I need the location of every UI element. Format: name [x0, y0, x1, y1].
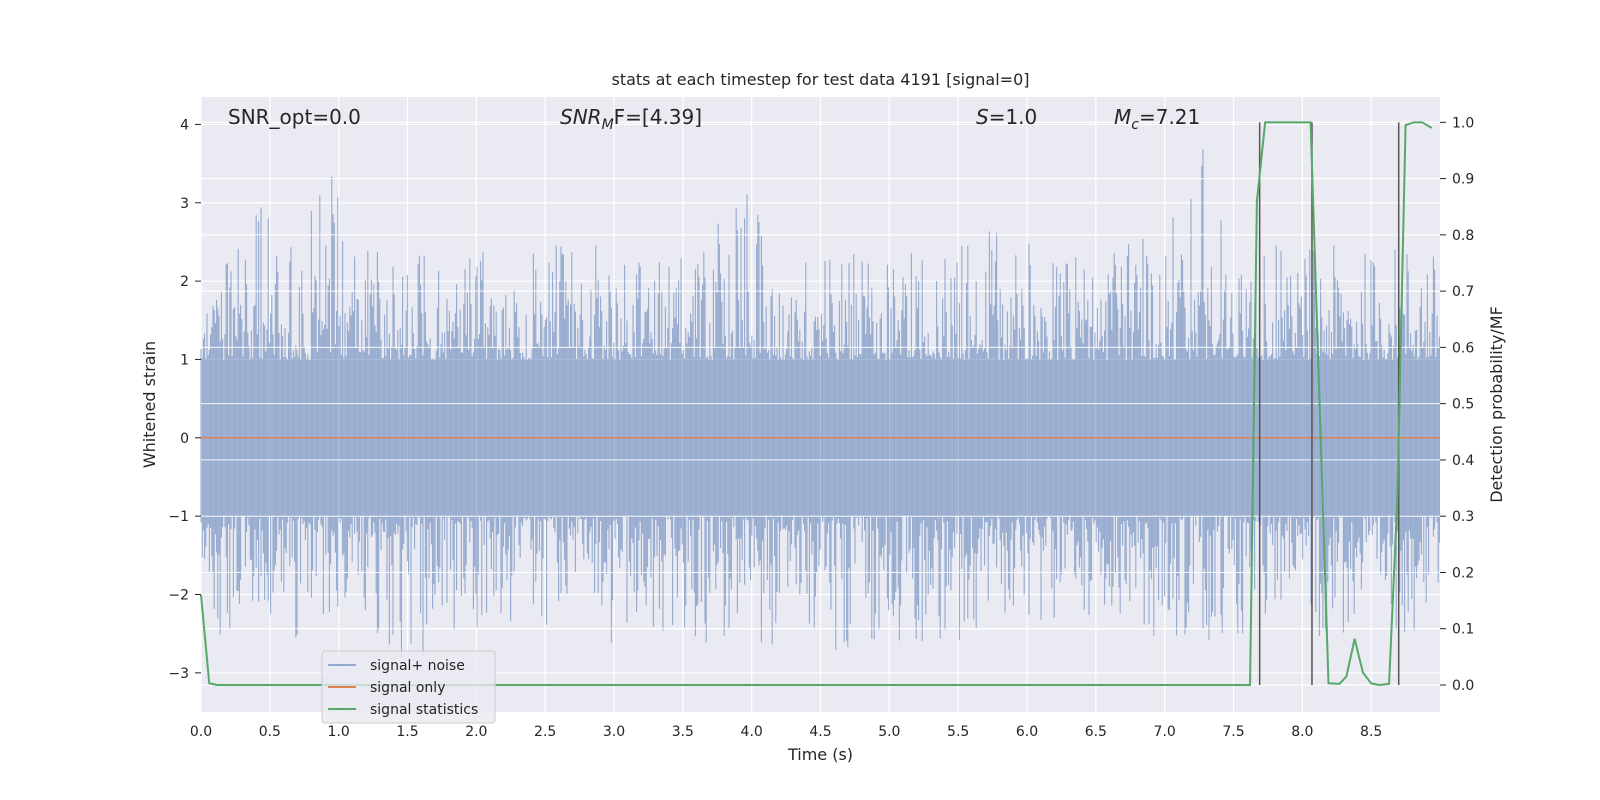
legend-box	[321, 650, 496, 724]
x-tick-label: 0.0	[190, 724, 212, 740]
y2-tick-label: 0.2	[1452, 565, 1474, 581]
y-tick-label: 0	[180, 431, 189, 447]
x-axis-label: Time (s)	[787, 745, 853, 764]
chart-title: stats at each timestep for test data 419…	[611, 70, 1029, 89]
y-tick-label: −2	[168, 587, 189, 603]
y-axis-label: Whitened strain	[140, 341, 159, 468]
legend: signal+ noise signal only signal statist…	[321, 650, 496, 724]
legend-label-signal-only: signal only	[370, 680, 445, 696]
x-tick-label: 5.5	[947, 724, 969, 740]
x-tick-label: 7.5	[1222, 724, 1244, 740]
y2-tick-label: 0.9	[1452, 172, 1474, 188]
s-main: S	[976, 105, 989, 129]
x-tick-label: 1.0	[328, 724, 350, 740]
y2-tick-label: 0.5	[1452, 397, 1474, 413]
y-tick-label: 1	[180, 352, 189, 368]
x-tick-label: 7.0	[1154, 724, 1176, 740]
mc-main: M	[1114, 105, 1131, 129]
y2-tick-label: 1.0	[1452, 115, 1474, 131]
legend-label-signal-noise: signal+ noise	[370, 658, 465, 674]
y-tick-label: 4	[180, 117, 189, 133]
x-tick-label: 4.5	[809, 724, 831, 740]
annotation-snr-mf: SNRMF=[4.39]	[560, 105, 702, 133]
mc-rest: =7.21	[1139, 105, 1200, 129]
x-tick-label: 6.5	[1085, 724, 1107, 740]
x-tick-label: 8.0	[1291, 724, 1313, 740]
x-tick-label: 2.0	[465, 724, 487, 740]
y2-tick-label: 0.7	[1452, 284, 1474, 300]
noise-series	[200, 149, 1440, 658]
x-tick-label: 6.0	[1016, 724, 1038, 740]
y2-tick-label: 0.1	[1452, 622, 1474, 638]
legend-label-signal-statistics: signal statistics	[370, 702, 478, 718]
y2-tick-label: 0.6	[1452, 340, 1474, 356]
x-tick-label: 2.5	[534, 724, 556, 740]
series-lines	[200, 121, 1440, 687]
x-tick-label: 5.0	[878, 724, 900, 740]
x-tick-label: 3.0	[603, 724, 625, 740]
x-tick-label: 3.5	[672, 724, 694, 740]
annotation-mc: Mc=7.21	[1114, 105, 1200, 133]
s-rest: =1.0	[989, 105, 1038, 129]
snr-mf-sub: M	[602, 117, 614, 133]
signal-statistics-line	[200, 121, 1433, 687]
y2-tick-label: 0.8	[1452, 228, 1474, 244]
y-tick-label: 3	[180, 196, 189, 212]
snr-mf-main: SNR	[560, 105, 602, 129]
tick-labels: 0.0 0.5 1.0 1.5 2.0 2.5 3.0 3.5 4.0 4.5 5.0 5.5 6.0 6…	[168, 115, 1474, 740]
x-tick-label: 8.5	[1360, 724, 1382, 740]
y2-tick-label: 0.3	[1452, 509, 1474, 525]
y-tick-label: −1	[168, 509, 189, 525]
y2-tick-label: 0.4	[1452, 453, 1474, 469]
y-tick-label: 2	[180, 274, 189, 290]
annotation-snr-opt: SNR_opt=0.0	[228, 105, 361, 129]
y2-axis-label: Detection probability/MF	[1487, 306, 1506, 503]
x-tick-label: 1.5	[396, 724, 418, 740]
snr-mf-rest: F=[4.39]	[614, 105, 702, 129]
y-tick-label: −3	[168, 666, 189, 682]
x-tick-label: 0.5	[259, 724, 281, 740]
x-tick-label: 4.0	[741, 724, 763, 740]
y2-tick-label: 0.0	[1452, 678, 1474, 694]
mc-sub: c	[1131, 117, 1139, 133]
annotation-s: S=1.0	[976, 105, 1037, 129]
